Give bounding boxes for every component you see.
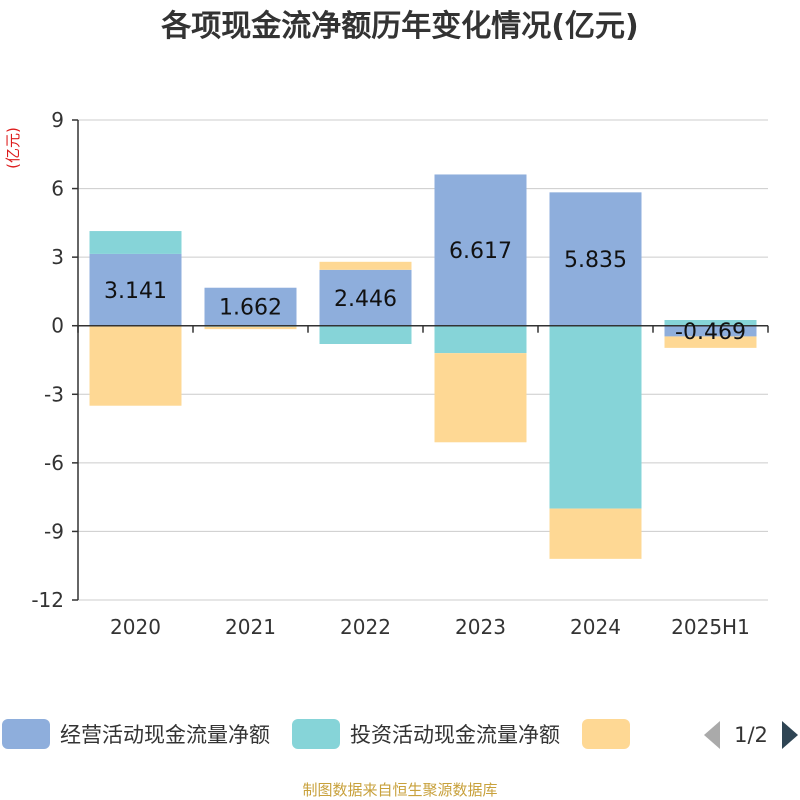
data-labels: 3.141 1.662 2.446 6.617 5.835 -0.469 (104, 239, 746, 345)
legend-item-financing[interactable] (582, 719, 630, 749)
bar-investing-2025H1[interactable] (664, 320, 757, 326)
y-tick-label: -6 (44, 451, 64, 475)
bar-financing-2022[interactable] (319, 261, 412, 270)
x-tick-label: 2021 (225, 615, 276, 639)
bar-investing-2024[interactable] (549, 325, 642, 509)
bar-operating-2020[interactable] (89, 253, 182, 326)
x-tick-label: 2025H1 (671, 615, 750, 639)
x-tick-label: 2020 (110, 615, 161, 639)
bar-operating-2023[interactable] (434, 174, 527, 326)
x-tick-labels: 2020 2021 2022 2023 2024 2025H1 (110, 615, 750, 639)
legend-item-operating[interactable]: 经营活动现金流量净额 (2, 719, 270, 749)
bar-investing-2023[interactable] (434, 325, 527, 354)
y-tick-label: -12 (31, 588, 64, 612)
legend: 经营活动现金流量净额 投资活动现金流量净额 (2, 719, 630, 749)
legend-label: 经营活动现金流量净额 (60, 723, 270, 747)
bar-investing-2022[interactable] (319, 325, 412, 344)
legend-label: 投资活动现金流量净额 (350, 723, 560, 747)
bar-operating-2024[interactable] (549, 192, 642, 326)
legend-swatch (292, 719, 340, 749)
axes (72, 119, 769, 601)
bar-operating-2022[interactable] (319, 269, 412, 326)
legend-page-indicator: 1/2 (734, 723, 768, 747)
legend-swatch (2, 719, 50, 749)
bar-financing-2024[interactable] (549, 508, 642, 559)
x-tick-label: 2024 (570, 615, 621, 639)
data-label: -0.469 (675, 320, 746, 345)
bar-investing-2020[interactable] (89, 231, 182, 254)
y-tick-label: 9 (51, 108, 64, 132)
bar-financing-2021[interactable] (204, 326, 297, 330)
bars (89, 174, 757, 559)
bar-financing-2020[interactable] (89, 325, 182, 406)
legend-prev-page-icon[interactable] (704, 721, 720, 749)
source-note: 制图数据来自恒生聚源数据库 (302, 781, 497, 799)
data-label: 6.617 (449, 239, 512, 264)
y-axis-unit-label: (亿元) (4, 127, 22, 169)
x-tick-label: 2023 (455, 615, 506, 639)
legend-swatch (582, 719, 630, 749)
y-tick-label: 6 (51, 177, 64, 201)
y-tick-label: 3 (51, 245, 64, 269)
data-label: 5.835 (564, 248, 627, 273)
legend-pager: 1/2 (704, 721, 798, 749)
data-label: 3.141 (104, 279, 167, 304)
grid-lines (78, 119, 768, 601)
bar-operating-2021[interactable] (204, 287, 297, 326)
legend-item-investing[interactable]: 投资活动现金流量净额 (292, 719, 560, 749)
bar-financing-2023[interactable] (434, 353, 527, 443)
bar-operating-2025H1[interactable] (664, 325, 757, 337)
y-tick-label: 0 (51, 314, 64, 338)
data-label: 2.446 (334, 287, 397, 312)
y-tick-labels: 9 6 3 0 -3 -6 -9 -12 (31, 108, 64, 612)
chart-title: 各项现金流净额历年变化情况(亿元) (160, 9, 638, 44)
y-tick-label: -9 (44, 519, 64, 543)
data-label: 1.662 (219, 296, 282, 321)
y-tick-label: -3 (44, 382, 64, 406)
x-tick-label: 2022 (340, 615, 391, 639)
bar-financing-2025H1[interactable] (664, 336, 757, 348)
legend-next-page-icon[interactable] (782, 721, 798, 749)
